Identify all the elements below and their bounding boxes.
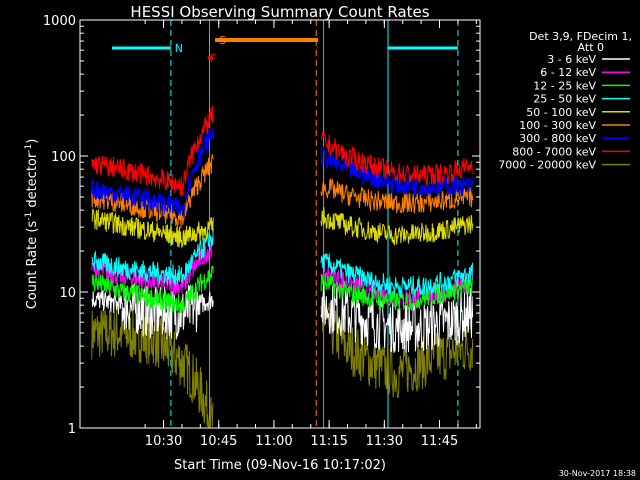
chart-title: HESSI Observing Summary Count Rates — [130, 3, 429, 21]
legend-label: 100 - 300 keV — [519, 119, 596, 132]
series-trace — [320, 253, 474, 299]
x-tick-label: 11:45 — [421, 434, 458, 449]
series-trace — [91, 282, 214, 340]
y-tick-label: 1000 — [43, 14, 76, 29]
series-trace — [320, 302, 474, 399]
x-tick-label: 11:00 — [255, 434, 292, 449]
series-trace — [91, 105, 214, 196]
legend-header-line2: Att 0 — [578, 41, 604, 54]
x-tick-label: 10:30 — [145, 434, 182, 449]
x-tick-label: 10:45 — [200, 434, 237, 449]
y-tick-label: 100 — [51, 150, 76, 165]
series-trace — [320, 177, 474, 214]
y-tick-label: 10 — [59, 286, 76, 301]
series-trace — [320, 280, 474, 353]
series-trace — [91, 265, 214, 313]
series-trace — [91, 308, 214, 428]
legend-label: 25 - 50 keV — [533, 93, 596, 106]
x-tick-label: 11:15 — [310, 434, 347, 449]
legend-label: 6 - 12 keV — [540, 66, 596, 79]
series-trace — [320, 273, 474, 312]
legend-header-line1: Det 3,9, FDecim 1, — [529, 30, 632, 43]
legend-label: 3 - 6 keV — [547, 53, 596, 66]
legend-label: 7000 - 20000 keV — [498, 159, 596, 172]
legend-label: 800 - 7000 keV — [512, 145, 596, 158]
flag-label-S: S — [219, 34, 226, 47]
plot-frame — [79, 19, 481, 429]
footer-timestamp: 30-Nov-2017 18:38 — [559, 469, 636, 478]
series-trace — [91, 127, 214, 216]
flag-label-F: F — [210, 52, 216, 65]
flag-label-N: N — [175, 42, 183, 55]
y-tick-label: 1 — [68, 422, 76, 437]
legend-label: 300 - 800 keV — [519, 132, 596, 145]
series-trace — [91, 208, 214, 250]
y-axis-label: Count Rate (s-1 detector-1) — [24, 139, 40, 310]
x-axis-label: Start Time (09-Nov-16 10:17:02) — [174, 458, 386, 473]
x-tick-label: 11:30 — [366, 434, 403, 449]
series-trace — [320, 132, 474, 186]
series-trace — [320, 207, 474, 246]
legend-label: 12 - 25 keV — [533, 79, 596, 92]
legend-label: 50 - 100 keV — [526, 106, 596, 119]
series-trace — [91, 227, 214, 286]
